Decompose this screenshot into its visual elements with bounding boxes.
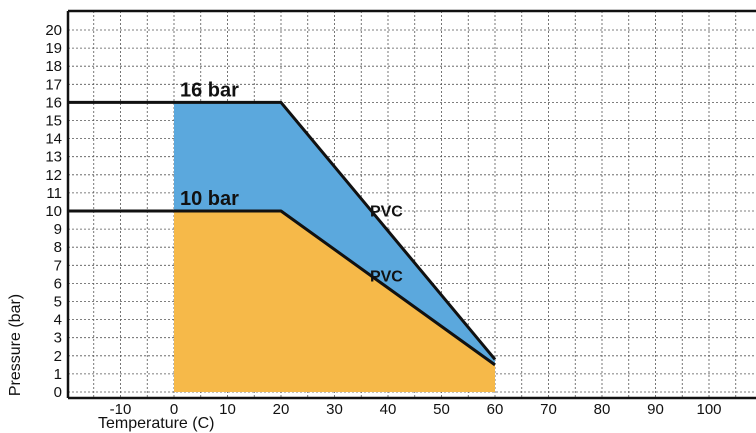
- x-tick-label: 40: [380, 401, 397, 418]
- x-tick-label: 90: [647, 401, 664, 418]
- x-tick-label: 80: [594, 401, 611, 418]
- y-tick-label: 18: [45, 58, 62, 75]
- x-tick-label: 20: [273, 401, 290, 418]
- x-tick-label: 60: [487, 401, 504, 418]
- x-tick-label: 70: [540, 401, 557, 418]
- series-line-2: [68, 209, 496, 367]
- y-tick-label: 14: [45, 131, 62, 148]
- x-tick-label: 10: [219, 401, 236, 418]
- x-tick-label: 100: [696, 401, 721, 418]
- series-line-1: [68, 100, 497, 361]
- y-tick-label: 5: [54, 294, 62, 311]
- rating-label-2: 10 bar: [180, 188, 239, 210]
- y-tick-label: 12: [45, 167, 62, 184]
- y-tick-label: 16: [45, 94, 62, 111]
- y-tick-label: 20: [45, 22, 62, 39]
- y-tick-label: 19: [45, 40, 62, 57]
- y-tick-label: 9: [54, 221, 62, 238]
- y-tick-label: 1: [54, 366, 62, 383]
- series-name-label-1: PVC: [370, 204, 403, 221]
- y-tick-label: 11: [46, 185, 62, 202]
- y-tick-label: 4: [54, 312, 62, 329]
- plot-frame: [66, 9, 756, 400]
- y-tick-label: 8: [54, 239, 62, 256]
- y-tick-label: 2: [54, 348, 62, 365]
- series-lines: [68, 100, 497, 367]
- y-tick-label: 13: [45, 149, 62, 166]
- y-tick-label: 6: [54, 275, 62, 292]
- x-tick-label: -10: [110, 401, 132, 418]
- series-name-label-2: PVC: [370, 268, 403, 285]
- x-axis-title: Temperature (C): [98, 415, 214, 432]
- y-tick-label: 15: [45, 113, 62, 130]
- y-axis-title: Pressure (bar): [7, 294, 24, 396]
- x-tick-label: 50: [433, 401, 450, 418]
- y-tick-label: 7: [54, 257, 62, 274]
- x-tick-labels: -10 0 10 20 30 40 50 60 70 80 90 100: [110, 401, 722, 418]
- y-tick-label: 0: [54, 384, 62, 401]
- series-area-2: [174, 211, 495, 392]
- y-tick-label: 17: [45, 76, 62, 93]
- x-tick-label: 30: [326, 401, 343, 418]
- y-tick-label: 10: [45, 203, 62, 220]
- series-areas: [174, 102, 495, 393]
- series-labels: 16 bar PVC 10 bar PVC: [180, 79, 403, 285]
- y-tick-label: 3: [54, 330, 62, 347]
- rating-label-1: 16 bar: [180, 79, 239, 101]
- x-tick-label: 0: [170, 401, 178, 418]
